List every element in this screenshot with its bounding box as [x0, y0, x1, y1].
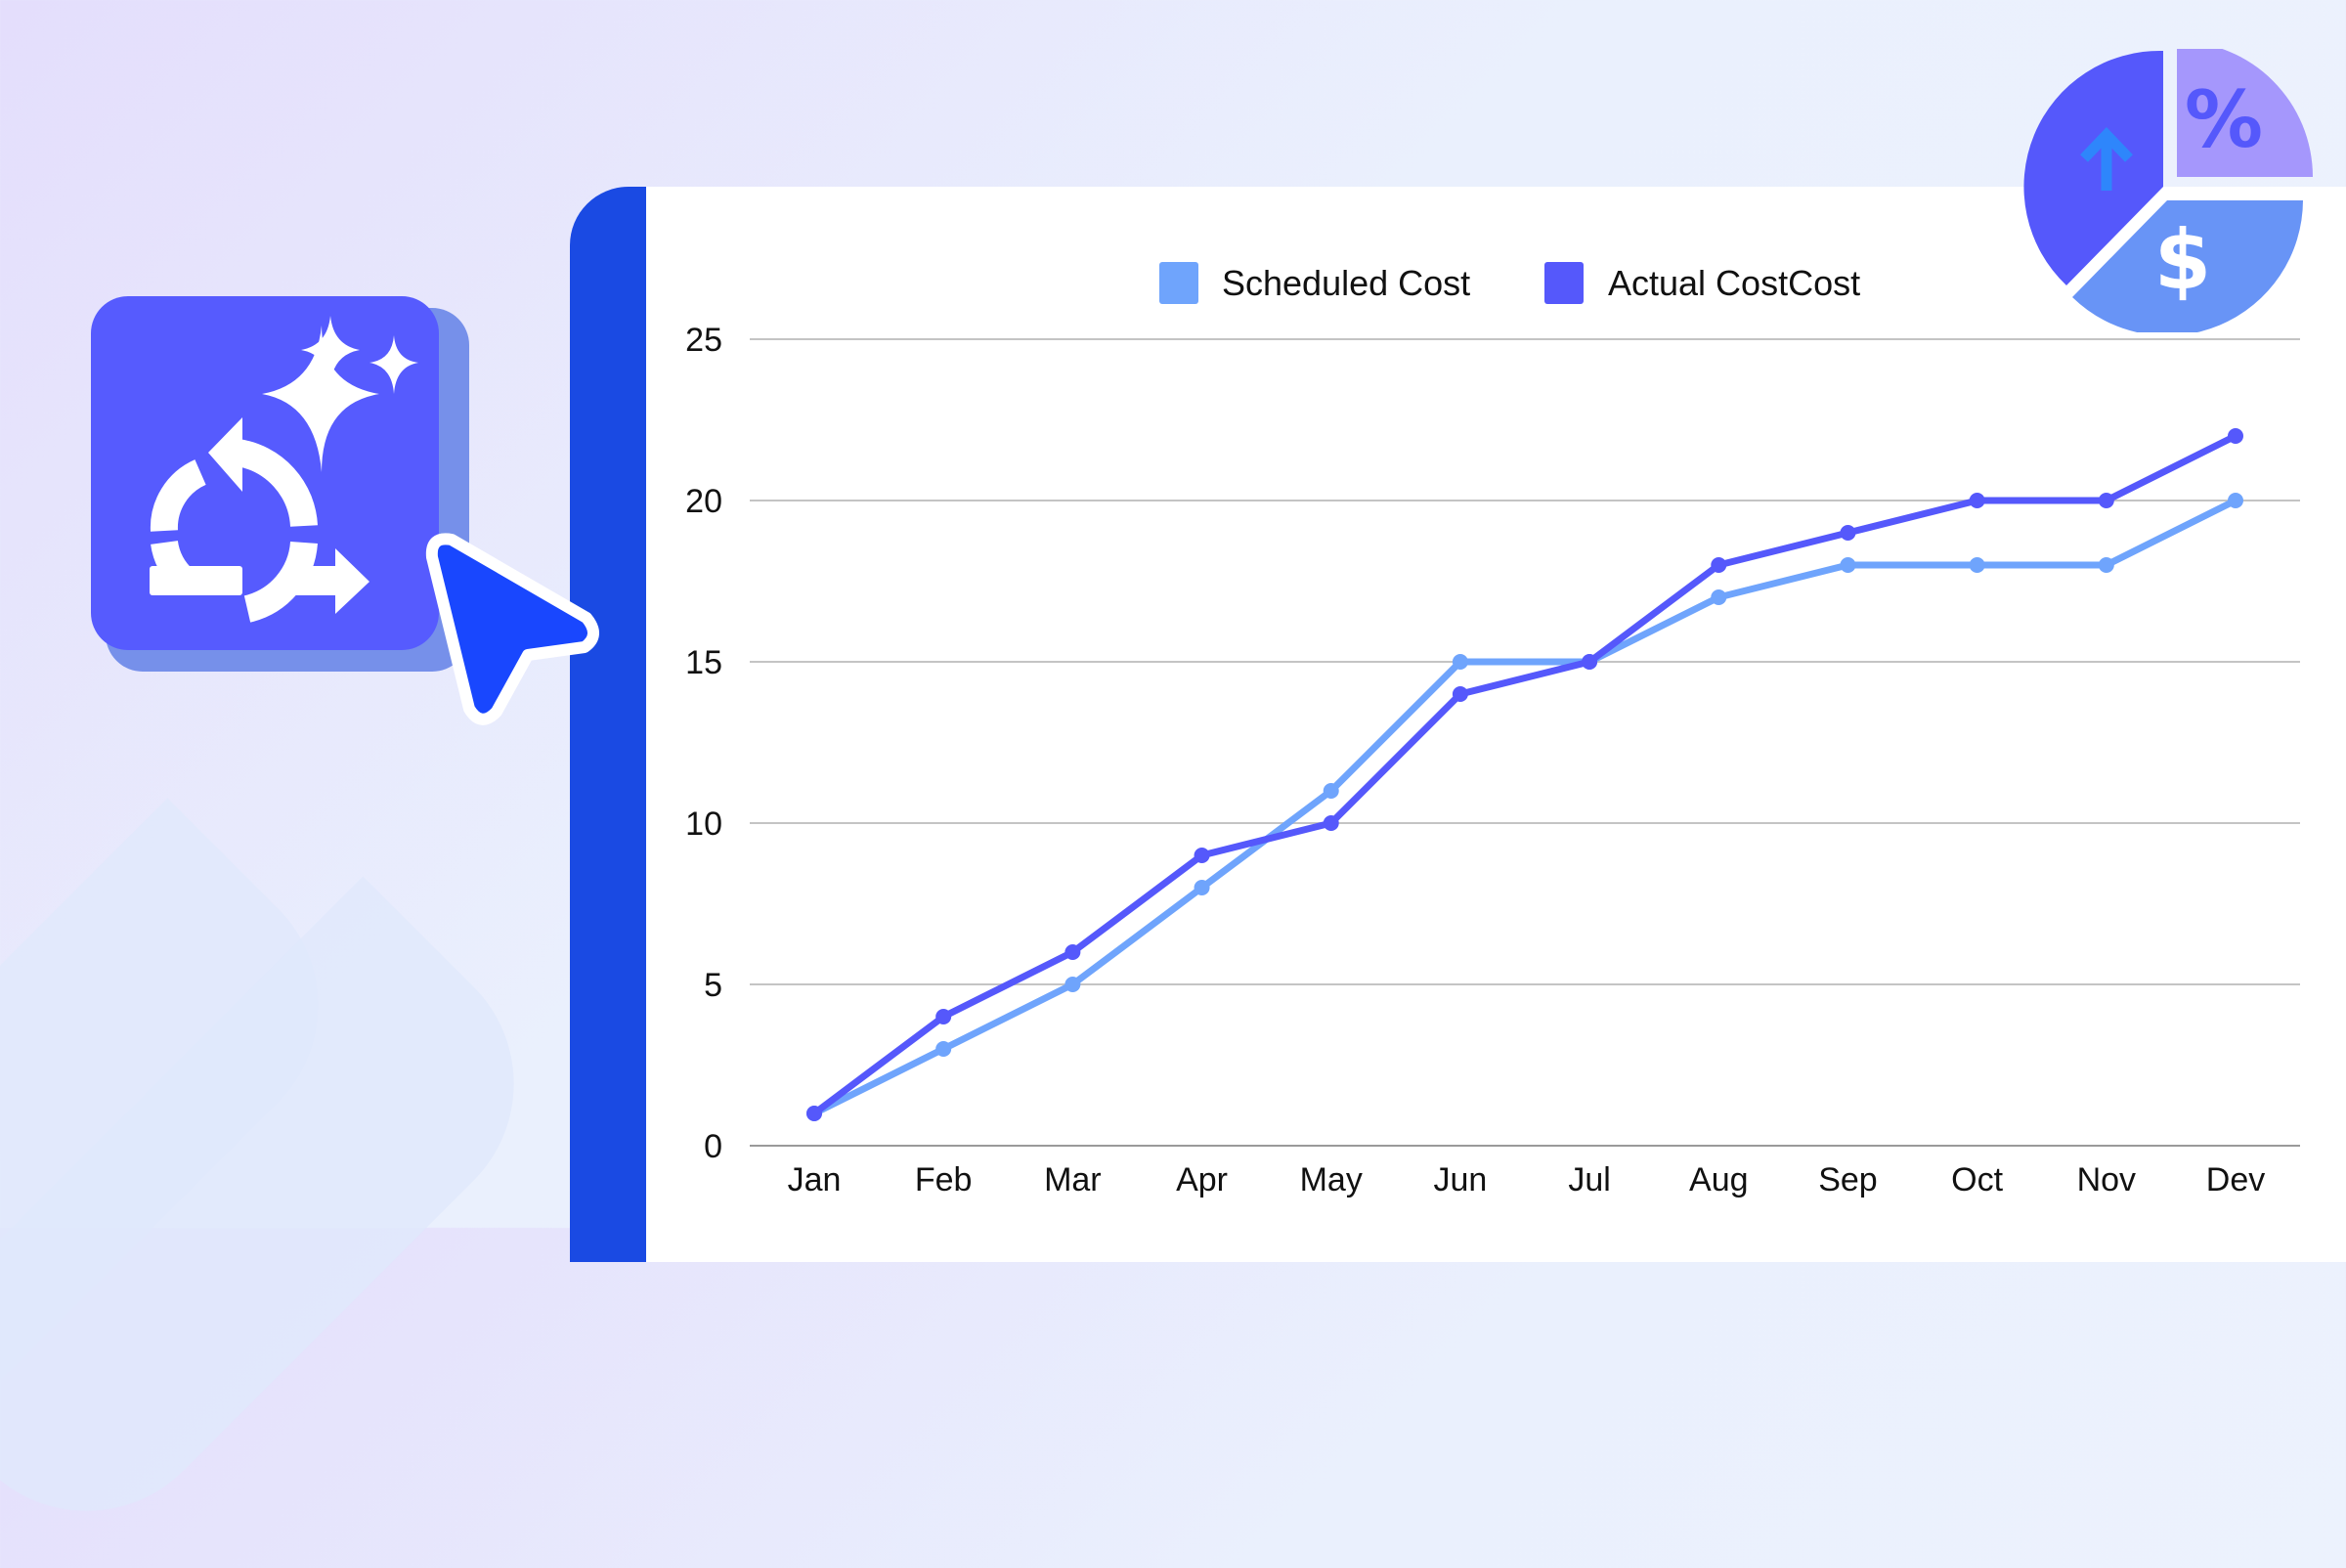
y-tick-label: 25 — [685, 322, 722, 359]
data-point-actual — [1840, 525, 1856, 541]
data-point-actual — [935, 1009, 952, 1024]
y-tick-label: 5 — [704, 967, 722, 1004]
data-point-actual — [1064, 944, 1081, 960]
legend-swatch-scheduled — [1159, 262, 1198, 304]
x-tick-label: Dev — [2206, 1161, 2265, 1198]
chart-panel — [646, 187, 2346, 1262]
legend-label-actual: Actual CostCost — [1608, 263, 1860, 303]
x-tick-label: Jun — [1433, 1161, 1487, 1198]
pie-percent-dollar-icon: % $ — [2023, 49, 2313, 332]
data-point-scheduled — [1452, 654, 1468, 670]
x-tick-label: Apr — [1176, 1161, 1228, 1198]
data-point-actual — [1452, 686, 1468, 702]
data-point-actual — [1582, 654, 1598, 670]
legend-swatch-actual — [1544, 262, 1584, 304]
legend-label-scheduled: Scheduled Cost — [1222, 263, 1470, 303]
line-chart: 0 5 10 15 20 25 Jan Feb Mar Apr May Jun Jul Aug Sep Oc… — [685, 262, 2300, 1198]
agile-cycle-sparkle-icon — [91, 296, 439, 650]
series-line-scheduled — [812, 497, 2237, 1117]
x-tick-label: Jan — [788, 1161, 842, 1198]
x-tick-label: Feb — [915, 1161, 973, 1198]
data-point-scheduled — [1323, 783, 1339, 799]
data-point-scheduled — [1969, 557, 1985, 573]
x-tick-label: May — [1300, 1161, 1363, 1198]
mouse-cursor-icon — [425, 533, 599, 725]
data-point-actual — [1711, 557, 1727, 573]
x-tick-label: Aug — [1689, 1161, 1749, 1198]
x-tick-label: Jul — [1568, 1161, 1610, 1198]
data-point-scheduled — [1194, 880, 1210, 895]
y-tick-label: 15 — [685, 644, 722, 681]
data-point-actual — [2228, 428, 2243, 444]
x-tick-label: Nov — [2077, 1161, 2136, 1198]
data-point-scheduled — [1064, 977, 1081, 992]
data-point-actual — [1323, 815, 1339, 831]
y-tick-label: 0 — [704, 1128, 722, 1165]
data-point-scheduled — [2228, 493, 2243, 508]
percent-icon: % — [2185, 74, 2263, 165]
y-tick-label: 20 — [685, 483, 722, 520]
legend: Scheduled Cost Actual CostCost — [1159, 262, 1860, 304]
series-line-actual — [811, 432, 2237, 1116]
data-point-actual — [1969, 493, 1985, 508]
data-point-scheduled — [2098, 557, 2114, 573]
data-point-actual — [2098, 493, 2114, 508]
data-point-scheduled — [1840, 557, 1856, 573]
data-point-scheduled — [1711, 589, 1727, 605]
x-tick-label: Oct — [1951, 1161, 2003, 1198]
data-point-actual — [1194, 848, 1210, 863]
x-tick-label: Sep — [1818, 1161, 1878, 1198]
data-point-scheduled — [935, 1041, 952, 1057]
y-tick-label: 10 — [685, 806, 722, 843]
dollar-icon: $ — [2154, 212, 2211, 308]
data-point-actual — [806, 1106, 822, 1121]
arrow-up-icon — [2080, 127, 2133, 191]
x-tick-label: Mar — [1044, 1161, 1102, 1198]
